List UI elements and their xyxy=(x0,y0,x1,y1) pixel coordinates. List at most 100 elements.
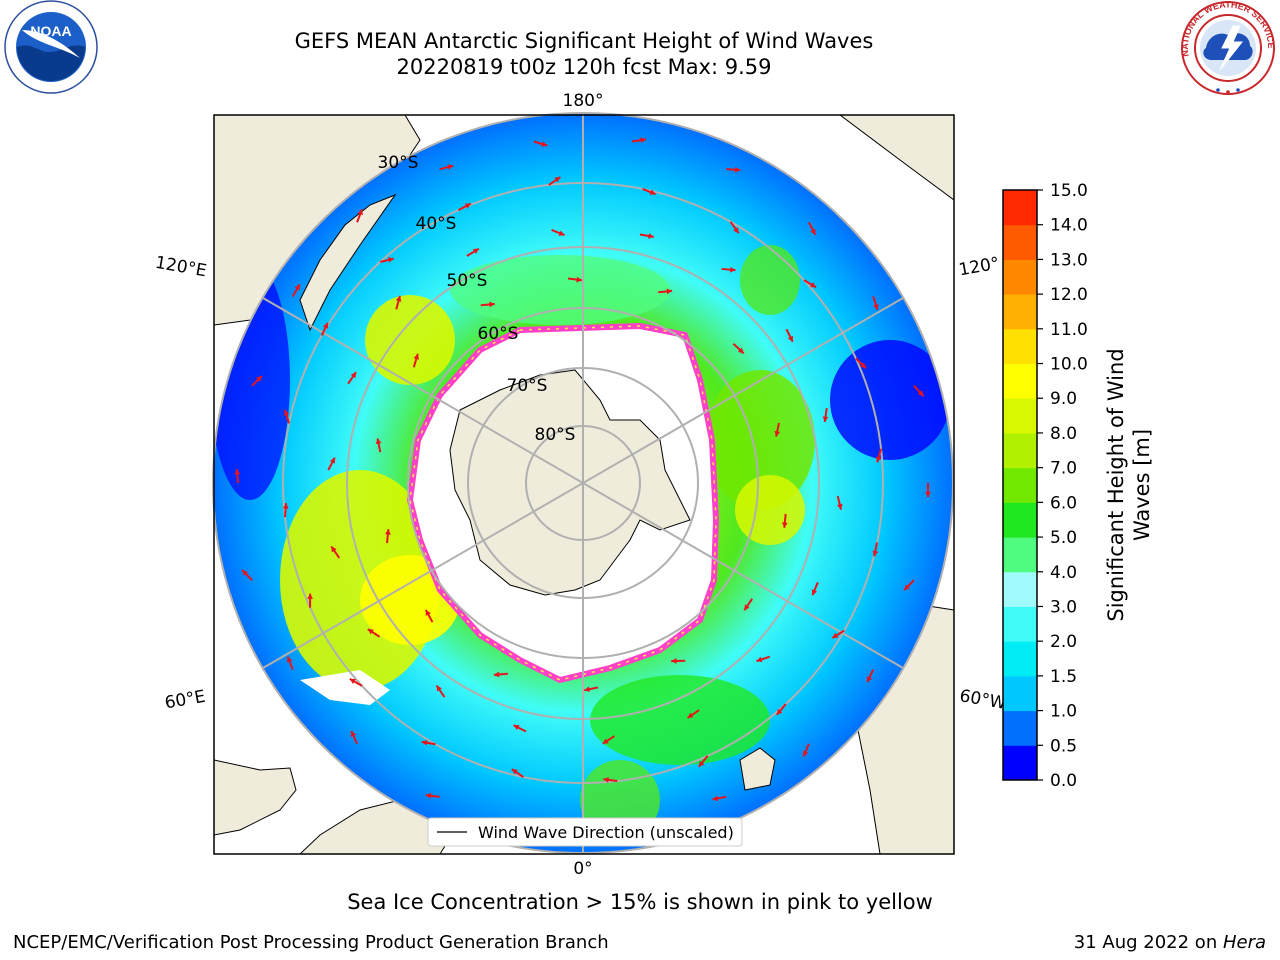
colorbar-segment xyxy=(1003,294,1037,330)
arrowhead-icon xyxy=(584,686,591,693)
colorbar-tick-label: 3.0 xyxy=(1050,597,1077,617)
arrowhead-icon xyxy=(671,658,677,664)
colorbar-segment xyxy=(1003,259,1037,295)
arrowhead-icon xyxy=(242,570,248,576)
arrowhead-icon xyxy=(541,141,548,147)
arrowhead-icon xyxy=(357,209,363,216)
arrowhead-icon xyxy=(447,164,454,170)
arrowhead-icon xyxy=(395,295,402,302)
lon-label-120e: 120°E xyxy=(154,253,208,282)
lat-label-80s: 80°S xyxy=(535,425,576,445)
arrowhead-icon xyxy=(822,416,829,422)
arrowhead-icon xyxy=(737,347,744,354)
arrowhead-icon xyxy=(464,203,471,209)
colorbar-tick-label: 7.0 xyxy=(1050,459,1077,479)
colorbar-segment xyxy=(1003,363,1037,399)
arrowhead-icon xyxy=(413,353,420,360)
colorbar-tick-label: 2.0 xyxy=(1050,632,1077,652)
colorbar: 0.0 0.5 1.0 1.5 2.0 3.0 4.0 5.0 6.0 7.0 8.0 9.0 10.0… xyxy=(1002,181,1154,791)
arrowhead-icon xyxy=(421,739,428,746)
colorbar-tick-label: 0.0 xyxy=(1050,771,1077,791)
colorbar-segment xyxy=(1003,224,1037,260)
arrowhead-icon xyxy=(698,760,705,767)
colorbar-segment xyxy=(1003,675,1037,712)
arrowhead-icon xyxy=(331,546,337,553)
colorbar-segment xyxy=(1003,641,1037,677)
arrowhead-icon xyxy=(472,248,479,254)
arrowhead-icon xyxy=(875,456,882,463)
arrowhead-icon xyxy=(648,233,654,239)
colorbar-tick-label: 5.0 xyxy=(1050,528,1077,548)
chart-subtitle: 20220819 t00z 120h fcst Max: 9.59 xyxy=(396,55,772,79)
arrowhead-icon xyxy=(513,725,520,731)
colorbar-segment xyxy=(1003,398,1037,434)
arrowhead-icon xyxy=(776,708,783,715)
arrowhead-icon xyxy=(734,166,741,173)
arrowhead-icon xyxy=(329,457,335,464)
colorbar-tick-label: 12.0 xyxy=(1050,285,1088,305)
noaa-logo-text: NOAA xyxy=(30,23,71,39)
lat-label-30s: 30°S xyxy=(378,153,419,173)
wind-wave-arrows xyxy=(234,137,931,830)
lon-label-180: 180° xyxy=(563,91,604,111)
colorbar-segment xyxy=(1003,710,1037,746)
arrowhead-icon xyxy=(712,795,719,802)
arrowhead-icon xyxy=(282,503,289,509)
colorbar-tick-label: 6.0 xyxy=(1050,493,1077,513)
colorbar-tick-label: 10.0 xyxy=(1050,355,1088,375)
colorbar-segment xyxy=(1003,502,1037,538)
footer-credit: NCEP/EMC/Verification Post Processing Pr… xyxy=(13,932,609,953)
arrowhead-icon xyxy=(733,227,739,234)
arrowhead-icon xyxy=(810,228,816,235)
arrowhead-icon xyxy=(367,629,374,635)
footer-date: 31 Aug 2022 on Hera xyxy=(1074,932,1266,953)
arrowhead-icon xyxy=(860,362,866,369)
colorbar-segment xyxy=(1003,745,1037,781)
colorbar-tick-label: 13.0 xyxy=(1050,250,1088,270)
arrowhead-icon xyxy=(802,750,809,757)
antarctica xyxy=(407,323,719,683)
lon-label-120w: 120° xyxy=(957,254,1001,281)
arrowhead-icon xyxy=(576,276,582,283)
lat-label-50s: 50°S xyxy=(447,271,488,291)
colorbar-label-line2: Waves [m] xyxy=(1130,429,1154,541)
lon-label-60e: 60°E xyxy=(163,687,207,714)
arrowhead-icon xyxy=(554,177,561,183)
colorbar-tick-label: 11.0 xyxy=(1050,320,1088,340)
map-frame xyxy=(213,114,955,855)
arrowhead-icon xyxy=(286,656,293,663)
arrowhead-icon xyxy=(810,282,817,288)
lat-label-40s: 40°S xyxy=(416,214,457,234)
arrowhead-icon xyxy=(866,676,873,683)
arrowhead-icon xyxy=(787,335,793,342)
arrowhead-icon xyxy=(350,730,357,737)
colorbar-segment xyxy=(1003,537,1037,573)
arrowhead-icon xyxy=(349,678,356,684)
arrowhead-icon xyxy=(836,503,843,510)
arrowhead-icon xyxy=(649,189,656,195)
sea-ice-note: Sea Ice Concentration > 15% is shown in … xyxy=(347,890,933,914)
arrowhead-icon xyxy=(730,266,736,273)
lon-label-0: 0° xyxy=(573,859,592,879)
arrowhead-icon xyxy=(603,777,609,783)
colorbar-tick-label: 0.5 xyxy=(1050,736,1077,756)
colorbar-segment xyxy=(1003,606,1037,642)
lat-label-70s: 70°S xyxy=(507,376,548,396)
arrowhead-icon xyxy=(687,712,694,718)
arrowhead-icon xyxy=(489,301,495,308)
colorbar-tick-label: 1.0 xyxy=(1050,702,1077,722)
footer-host: Hera xyxy=(1222,932,1266,953)
colorbar-tick-label: 4.0 xyxy=(1050,563,1077,583)
arrowhead-icon xyxy=(425,792,432,799)
arrowhead-icon xyxy=(234,469,241,475)
colorbar-tick-label: 15.0 xyxy=(1050,181,1088,201)
arrowhead-icon xyxy=(294,284,300,291)
arrowhead-icon xyxy=(904,584,910,591)
lon-label-60w: 60°W xyxy=(958,686,1008,714)
colorbar-segment xyxy=(1003,571,1037,607)
colorbar-segment xyxy=(1003,328,1037,365)
colorbar-tick-label: 14.0 xyxy=(1050,216,1088,236)
colorbar-segment xyxy=(1003,467,1037,503)
arrowhead-icon xyxy=(283,409,290,416)
